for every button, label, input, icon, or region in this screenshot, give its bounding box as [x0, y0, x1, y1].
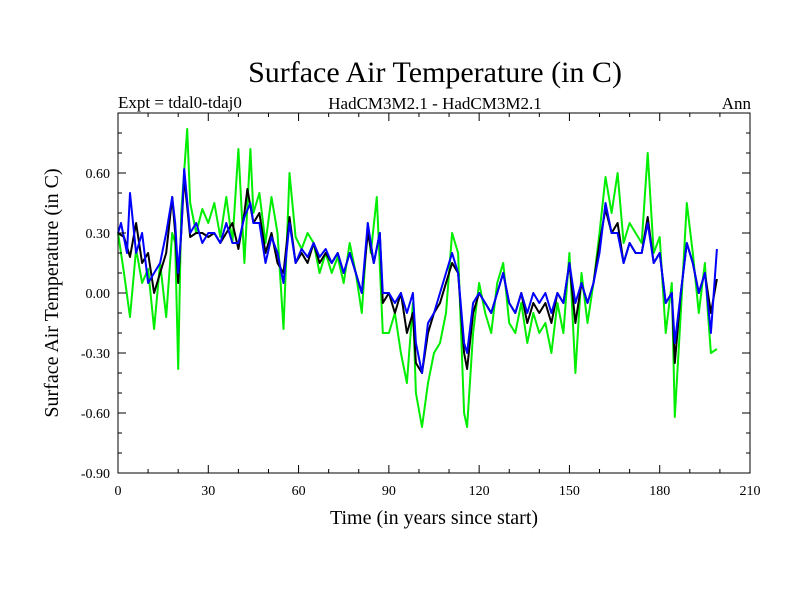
x-tick-label: 210: [740, 484, 761, 499]
series-layer: [117, 128, 718, 428]
x-tick-label: 150: [559, 484, 580, 499]
x-tick-label: 120: [469, 484, 490, 499]
x-tick-label: 180: [649, 484, 670, 499]
series-line-blue: [117, 168, 718, 374]
y-tick-label: 0.30: [86, 227, 111, 242]
y-tick-label: -0.30: [81, 347, 110, 362]
x-tick-label: 60: [292, 484, 306, 499]
plot-frame: [117, 112, 751, 474]
y-tick-label: -0.60: [81, 407, 110, 422]
model-label: HadCM3M2.1 - HadCM3M2.1: [328, 94, 541, 113]
y-tick-label: 0.60: [86, 167, 111, 182]
season-label: Ann: [722, 94, 752, 113]
y-axis-label: Surface Air Temperature (in C): [41, 168, 63, 417]
series-line-black: [117, 176, 718, 374]
x-axis-label: Time (in years since start): [330, 507, 538, 529]
chart-title: Surface Air Temperature (in C): [248, 56, 622, 89]
x-tick-label: 90: [382, 484, 396, 499]
axis-ticks: 0 30 60 90 120 150 180 210 -0.90 -0.60 -0.30 0.00 0.…: [81, 112, 761, 499]
y-tick-label: 0.00: [86, 287, 111, 302]
x-tick-label: 0: [115, 484, 122, 499]
experiment-label: Expt = tdal0-tdaj0: [118, 93, 242, 112]
y-tick-label: -0.90: [81, 467, 110, 482]
x-tick-label: 30: [201, 484, 215, 499]
